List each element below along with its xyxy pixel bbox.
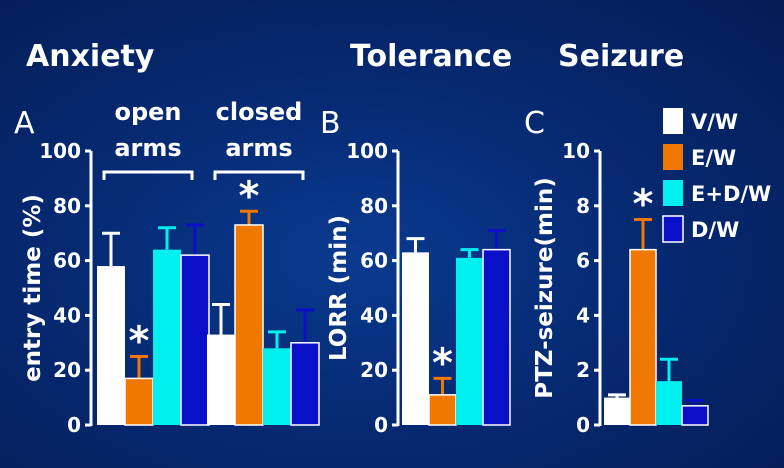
- bar-e-w: [428, 394, 457, 426]
- y-tick-label: 40: [53, 303, 81, 327]
- y-tick-label: 40: [360, 303, 388, 327]
- y-axis-label: PTZ-seizure(min): [532, 177, 558, 399]
- y-tick-label: 60: [360, 249, 388, 273]
- group-bracket: [102, 170, 194, 180]
- y-tick-label: 20: [360, 358, 388, 382]
- group-label-open-arms: arms: [114, 134, 181, 162]
- y-tick-label: 8: [576, 194, 590, 218]
- y-tick-label: 6: [576, 249, 590, 273]
- y-tick-label: 10: [562, 139, 590, 163]
- bar-v-w: [207, 334, 235, 425]
- legend-item-d-w: D/W: [662, 215, 739, 243]
- panel-letter-b: B: [320, 106, 341, 141]
- bar-e-w: [629, 248, 657, 426]
- bar-d-w: [290, 342, 320, 426]
- title-seizure: Seizure: [558, 39, 684, 74]
- legend: V/W E/W E+D/W D/W: [662, 108, 771, 243]
- legend-label: D/W: [691, 218, 739, 242]
- y-tick-label: 100: [346, 139, 388, 163]
- bar-v-w: [97, 266, 125, 425]
- panel-a: A 0 20 40 60 80 100 entry time (%) * * open arms clo…: [14, 98, 320, 437]
- significance-star: *: [239, 173, 260, 219]
- legend-label: E/W: [691, 146, 736, 170]
- y-tick-label: 80: [53, 194, 81, 218]
- y-axis-label: entry time (%): [20, 194, 46, 382]
- legend-swatch: [663, 108, 683, 134]
- bar-d-w: [180, 254, 210, 426]
- bar-e-d-w: [456, 257, 483, 425]
- significance-star: *: [432, 340, 453, 386]
- group-label-open-arms: open: [114, 98, 181, 126]
- legend-item-e-d-w: E+D/W: [663, 180, 771, 206]
- legend-label: V/W: [691, 110, 738, 134]
- y-tick-label: 60: [53, 249, 81, 273]
- title-tolerance: Tolerance: [350, 39, 512, 74]
- y-axis-label: LORR (min): [326, 215, 352, 361]
- title-anxiety: Anxiety: [26, 39, 155, 74]
- legend-swatch: [663, 180, 683, 206]
- panel-letter-c: C: [524, 106, 545, 141]
- panel-b: B 0 20 40 60 80 100 LORR (min) *: [320, 106, 511, 437]
- bar-v-w: [402, 252, 429, 425]
- y-tick-label: 80: [360, 194, 388, 218]
- y-tick-label: 0: [67, 413, 81, 437]
- y-tick-label: 2: [576, 358, 590, 382]
- group-label-closed-arms: arms: [225, 134, 292, 162]
- bar-e-w: [124, 377, 154, 426]
- legend-label: E+D/W: [691, 182, 771, 206]
- bar-d-w: [482, 248, 511, 426]
- bar-e-w: [234, 224, 264, 426]
- bar-e-d-w: [153, 249, 181, 425]
- legend-item-e-w: E/W: [663, 144, 736, 170]
- legend-swatch: [662, 215, 684, 243]
- legend-swatch: [663, 144, 683, 170]
- significance-star: *: [129, 319, 150, 365]
- bar-v-w: [604, 397, 630, 425]
- group-label-closed-arms: closed: [216, 98, 303, 126]
- group-bracket: [213, 170, 305, 180]
- bar-d-w: [681, 405, 709, 426]
- y-tick-label: 20: [53, 358, 81, 382]
- significance-star: *: [633, 182, 654, 228]
- bar-e-d-w: [263, 348, 291, 425]
- y-tick-label: 4: [576, 303, 590, 327]
- y-tick-label: 0: [576, 413, 590, 437]
- legend-item-v-w: V/W: [663, 108, 738, 134]
- y-tick-label: 0: [374, 413, 388, 437]
- panel-letter-a: A: [14, 106, 35, 141]
- bar-e-d-w: [656, 381, 682, 425]
- y-tick-label: 100: [39, 139, 81, 163]
